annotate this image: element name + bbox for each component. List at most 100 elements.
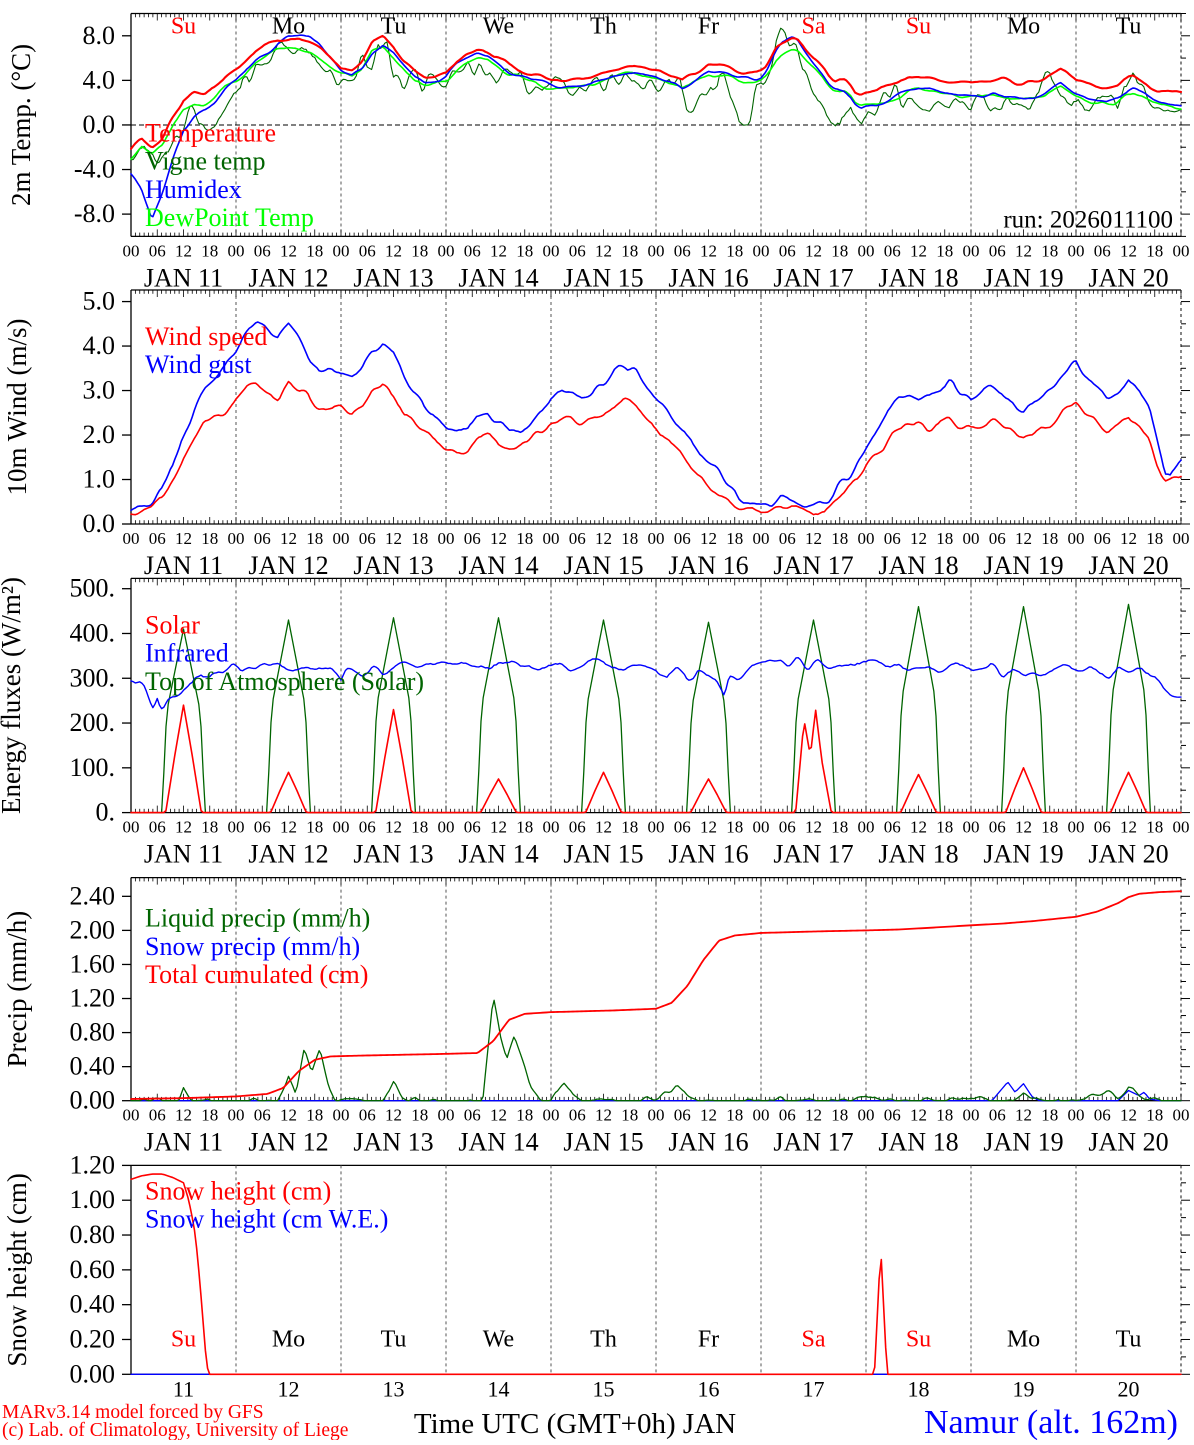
svg-text:JAN 16: JAN 16: [668, 263, 748, 292]
svg-text:06: 06: [149, 818, 166, 837]
svg-text:JAN 15: JAN 15: [563, 551, 643, 580]
svg-text:Wind gust: Wind gust: [145, 350, 252, 379]
svg-text:06: 06: [989, 529, 1006, 548]
svg-text:12: 12: [1120, 1106, 1137, 1125]
svg-text:06: 06: [464, 818, 481, 837]
svg-text:18: 18: [1041, 1106, 1058, 1125]
svg-text:18: 18: [831, 1106, 848, 1125]
svg-text:2m Temp. (°C): 2m Temp. (°C): [6, 44, 36, 206]
svg-text:12: 12: [805, 1106, 822, 1125]
svg-text:00: 00: [1173, 529, 1190, 548]
svg-text:JAN 19: JAN 19: [983, 263, 1063, 292]
svg-text:06: 06: [254, 1106, 271, 1125]
svg-text:18: 18: [1041, 529, 1058, 548]
svg-text:JAN 18: JAN 18: [878, 840, 958, 869]
svg-text:Su: Su: [906, 14, 931, 40]
svg-text:00: 00: [753, 529, 770, 548]
svg-text:400.: 400.: [70, 618, 116, 647]
svg-text:12: 12: [595, 241, 612, 260]
svg-text:06: 06: [149, 529, 166, 548]
svg-text:18: 18: [516, 529, 533, 548]
svg-text:JAN 11: JAN 11: [144, 551, 223, 580]
svg-text:0.: 0.: [96, 798, 116, 827]
svg-text:11: 11: [173, 1376, 194, 1401]
svg-text:06: 06: [884, 1106, 901, 1125]
svg-text:00: 00: [648, 1106, 665, 1125]
svg-text:Tu: Tu: [381, 1326, 407, 1352]
svg-text:18: 18: [306, 241, 323, 260]
svg-text:18: 18: [831, 818, 848, 837]
svg-text:JAN 13: JAN 13: [353, 840, 433, 869]
svg-text:Th: Th: [590, 14, 617, 40]
svg-text:00: 00: [858, 818, 875, 837]
svg-text:18: 18: [621, 818, 638, 837]
svg-text:18: 18: [201, 818, 218, 837]
svg-text:18: 18: [1041, 818, 1058, 837]
svg-text:06: 06: [1094, 818, 1111, 837]
svg-text:00: 00: [1068, 818, 1085, 837]
svg-text:18: 18: [306, 1106, 323, 1125]
svg-text:1.0: 1.0: [83, 465, 116, 494]
svg-text:Tu: Tu: [381, 14, 407, 40]
svg-text:06: 06: [884, 529, 901, 548]
svg-text:JAN 12: JAN 12: [248, 840, 328, 869]
svg-text:06: 06: [779, 818, 796, 837]
svg-text:4.0: 4.0: [83, 331, 116, 360]
svg-text:JAN 17: JAN 17: [773, 840, 853, 869]
svg-text:00: 00: [543, 241, 560, 260]
svg-text:00: 00: [753, 818, 770, 837]
svg-text:18: 18: [621, 529, 638, 548]
svg-text:18: 18: [1146, 1106, 1163, 1125]
svg-text:17: 17: [803, 1376, 825, 1401]
svg-text:Tu: Tu: [1116, 1326, 1142, 1352]
svg-text:06: 06: [1094, 529, 1111, 548]
svg-text:12: 12: [910, 818, 927, 837]
svg-text:00: 00: [438, 241, 455, 260]
svg-text:00: 00: [438, 529, 455, 548]
svg-text:200.: 200.: [70, 708, 116, 737]
svg-text:00: 00: [963, 818, 980, 837]
svg-text:06: 06: [674, 529, 691, 548]
svg-text:12: 12: [385, 529, 402, 548]
svg-text:06: 06: [464, 241, 481, 260]
svg-text:Th: Th: [590, 1326, 617, 1352]
svg-text:18: 18: [936, 818, 953, 837]
svg-text:JAN 12: JAN 12: [248, 551, 328, 580]
svg-text:10m Wind (m/s): 10m Wind (m/s): [2, 319, 32, 496]
svg-text:12: 12: [280, 818, 297, 837]
svg-text:12: 12: [385, 241, 402, 260]
svg-text:Snow height (cm): Snow height (cm): [2, 1173, 32, 1366]
svg-text:We: We: [483, 14, 514, 40]
svg-text:06: 06: [674, 1106, 691, 1125]
svg-text:18: 18: [411, 1106, 428, 1125]
svg-text:Precip (mm/h): Precip (mm/h): [2, 911, 32, 1068]
svg-text:18: 18: [201, 529, 218, 548]
svg-text:06: 06: [779, 529, 796, 548]
svg-text:Energy fluxes (W/m²): Energy fluxes (W/m²): [0, 577, 26, 814]
svg-text:12: 12: [805, 818, 822, 837]
svg-text:JAN 17: JAN 17: [773, 1128, 853, 1157]
svg-text:06: 06: [569, 529, 586, 548]
svg-text:06: 06: [359, 241, 376, 260]
svg-text:12: 12: [595, 818, 612, 837]
svg-text:00: 00: [648, 241, 665, 260]
svg-text:12: 12: [910, 241, 927, 260]
svg-text:18: 18: [936, 1106, 953, 1125]
svg-text:Liquid precip (mm/h): Liquid precip (mm/h): [145, 904, 370, 933]
svg-text:12: 12: [1120, 529, 1137, 548]
svg-text:18: 18: [201, 1106, 218, 1125]
svg-text:100.: 100.: [70, 753, 116, 782]
svg-text:18: 18: [936, 529, 953, 548]
svg-text:Fr: Fr: [698, 1326, 719, 1352]
svg-text:JAN 12: JAN 12: [248, 1128, 328, 1157]
svg-text:12: 12: [910, 529, 927, 548]
svg-text:JAN 14: JAN 14: [458, 551, 538, 580]
svg-text:00: 00: [1068, 241, 1085, 260]
svg-text:Mo: Mo: [272, 1326, 305, 1352]
svg-text:00: 00: [753, 1106, 770, 1125]
svg-text:00: 00: [543, 818, 560, 837]
svg-text:Sa: Sa: [802, 1326, 826, 1352]
svg-text:JAN 11: JAN 11: [144, 1128, 223, 1157]
svg-text:Humidex: Humidex: [145, 175, 242, 204]
svg-text:Su: Su: [906, 1326, 931, 1352]
